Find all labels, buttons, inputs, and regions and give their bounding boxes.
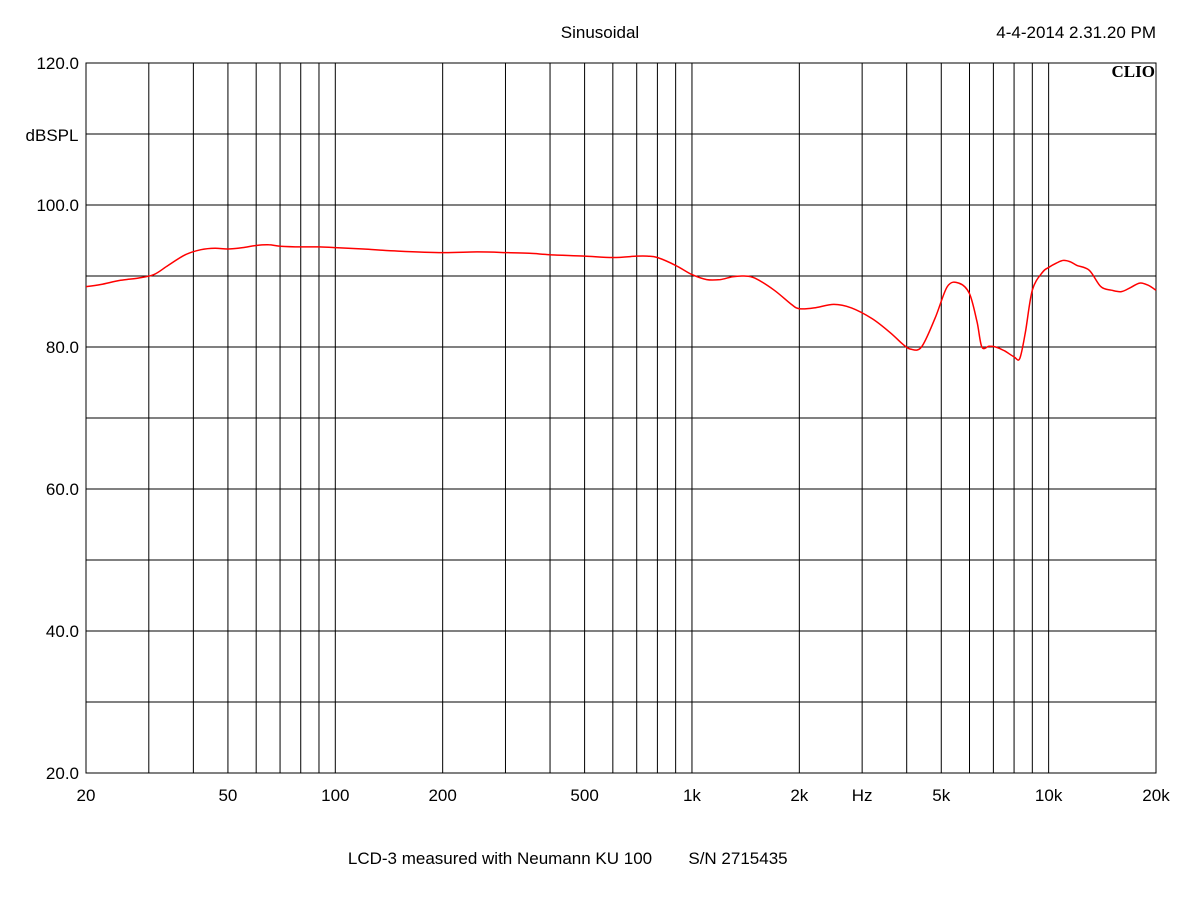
curve-layer [85,244,1157,361]
x-tick-label: 1k [683,786,701,805]
x-tick-labels: 20 50 100 200 500 1k 2k 5k 10k 20k [77,786,1171,805]
x-tick-label: 10k [1035,786,1063,805]
y-tick-label: 120.0 [36,54,79,73]
x-tick-label: 200 [428,786,456,805]
y-tick-label: 80.0 [46,338,79,357]
y-tick-label: 100.0 [36,196,79,215]
footer-caption: LCD-3 measured with Neumann KU 100 [348,849,652,868]
y-tick-labels: 120.0 100.0 80.0 60.0 40.0 20.0 [36,54,79,783]
x-tick-label: 50 [218,786,237,805]
x-tick-label: 500 [570,786,598,805]
y-tick-label: 60.0 [46,480,79,499]
x-axis-label: Hz [852,786,873,805]
x-tick-label: 100 [321,786,349,805]
y-axis-label: dBSPL [26,126,79,145]
y-tick-label: 20.0 [46,764,79,783]
y-tick-label: 40.0 [46,622,79,641]
serial-number: S/N 2715435 [688,849,787,868]
chart-title: Sinusoidal [561,23,639,42]
plot-frame [85,62,1157,774]
x-tick-label: 20k [1142,786,1170,805]
x-tick-label: 5k [932,786,950,805]
x-tick-label: 20 [77,786,96,805]
timestamp: 4-4-2014 2.31.20 PM [996,23,1156,42]
brand-logo: CLIO [1112,62,1155,81]
x-tick-label: 2k [790,786,808,805]
response-curve-series-0 [85,244,1157,361]
